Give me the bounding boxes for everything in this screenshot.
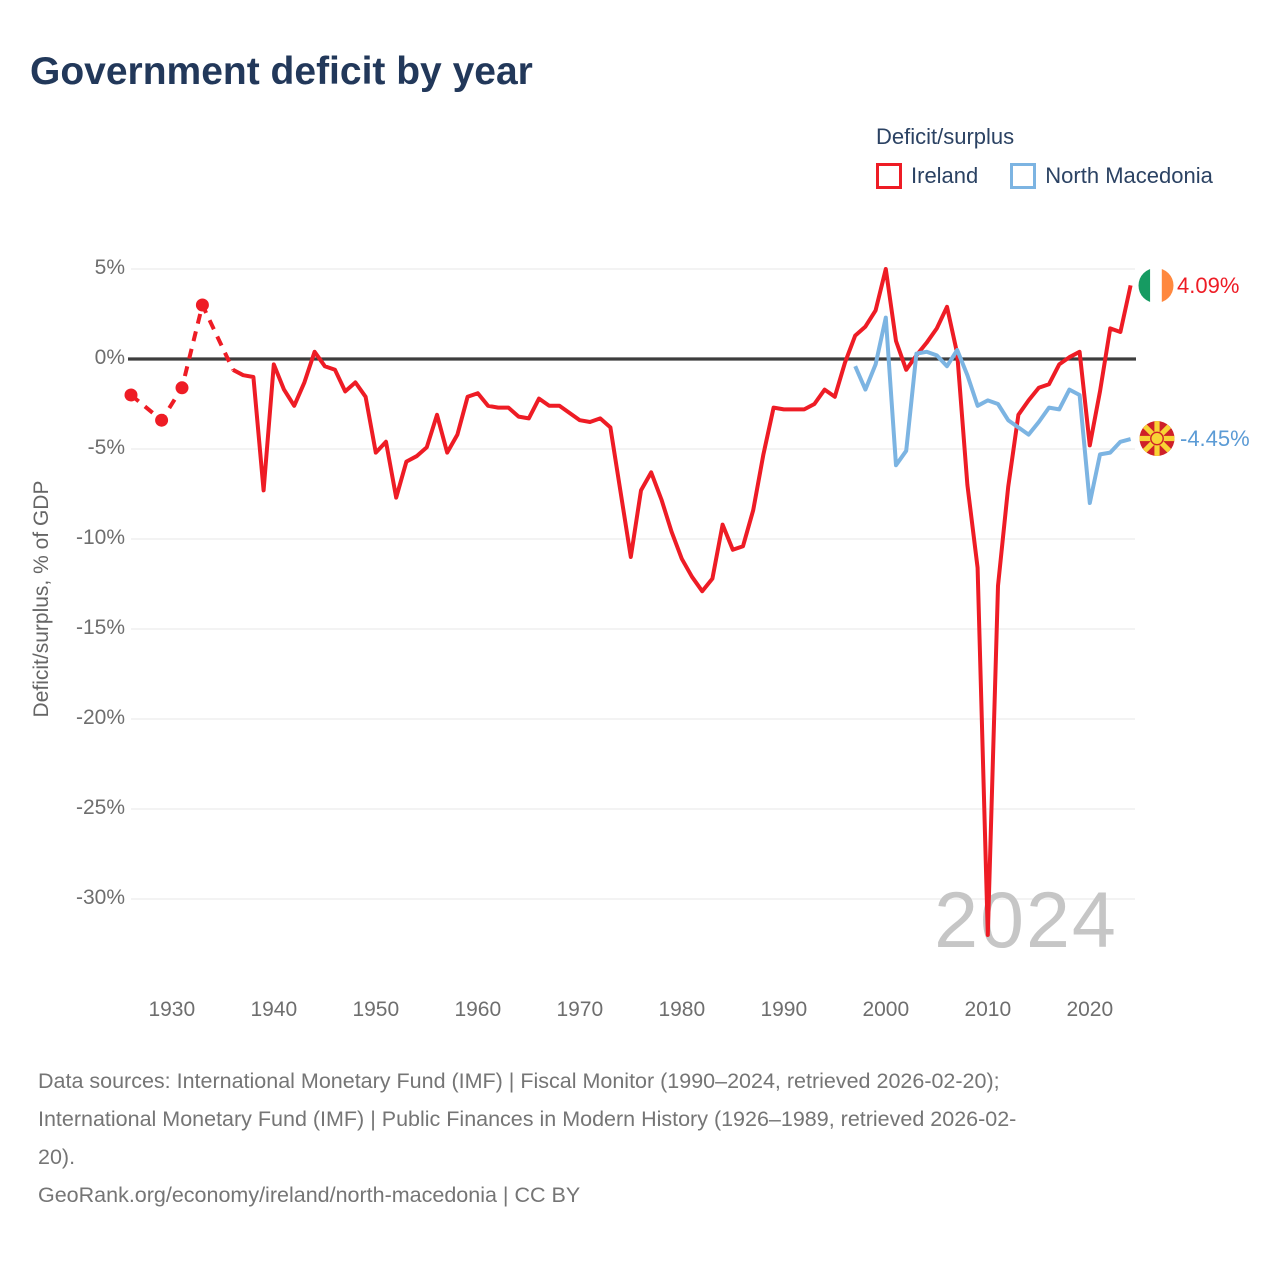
x-tick-label: 1960 [454, 998, 502, 1021]
north-macedonia-line [853, 315, 1132, 505]
y-tick-label: -5% [87, 436, 125, 459]
ireland-data-dots [124, 298, 209, 427]
north-macedonia-end-value-label: -4.45% [1180, 426, 1250, 451]
footer-line: GeoRank.org/economy/ireland/north-macedo… [38, 1183, 581, 1207]
x-tick-label: 1950 [352, 998, 400, 1021]
ireland-swatch-icon [876, 163, 902, 189]
page-title: Government deficit by year [30, 50, 533, 93]
ireland-line [232, 267, 1133, 937]
x-tick-label: 1970 [556, 998, 604, 1021]
watermark-year: 2024 [934, 875, 1118, 964]
y-tick-label: -30% [75, 886, 125, 909]
ireland-line-dashed [129, 299, 235, 424]
legend-title: Deficit/surplus [876, 124, 1015, 149]
y-tick-label: 5% [94, 256, 125, 279]
legend-item-north-macedonia[interactable]: North Macedonia [1010, 163, 1213, 189]
ireland-flag-icon [1138, 268, 1174, 303]
footer-line: International Monetary Fund (IMF) | Publ… [38, 1107, 1017, 1131]
x-tick-label: 1980 [658, 998, 706, 1021]
ireland-end-value-label: 4.09% [1177, 273, 1240, 298]
footer-line: Data sources: International Monetary Fun… [38, 1069, 1000, 1093]
north-macedonia-swatch-icon [1010, 163, 1037, 189]
legend-item-label: Ireland [911, 163, 979, 188]
x-tick-label: 1930 [148, 998, 196, 1021]
x-tick-label: 2000 [862, 998, 910, 1021]
x-tick-label: 1990 [760, 998, 808, 1021]
data-sources-footer: Data sources: International Monetary Fun… [38, 1062, 1258, 1214]
footer-line: 20). [38, 1145, 76, 1169]
y-tick-label: -10% [75, 526, 125, 549]
legend-item-ireland[interactable]: Ireland [876, 163, 978, 189]
x-tick-label: 2020 [1066, 998, 1114, 1021]
x-tick-label: 1940 [250, 998, 298, 1021]
y-tick-label: -15% [75, 616, 125, 639]
north-macedonia-flag-icon [1139, 421, 1175, 456]
y-tick-label: -20% [75, 706, 125, 729]
y-axis-title: Deficit/surplus, % of GDP [30, 480, 53, 718]
legend-item-label: North Macedonia [1045, 163, 1213, 188]
x-tick-label: 2010 [964, 998, 1012, 1021]
y-tick-label: -25% [75, 796, 125, 819]
y-tick-label: 0% [94, 346, 125, 369]
legend: Deficit/surplus Ireland North Macedonia [876, 124, 1213, 189]
